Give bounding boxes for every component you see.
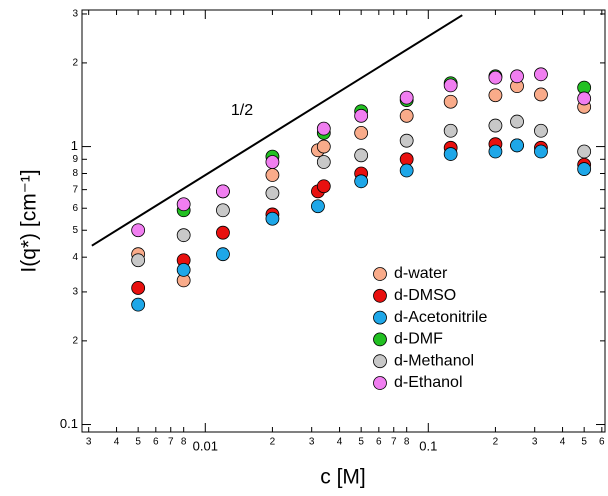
data-point: [443, 147, 458, 161]
x-tick-label: 4: [114, 437, 120, 448]
x-tick-label: 6: [376, 437, 382, 448]
x-tick-label: 3: [532, 437, 538, 448]
data-point: [216, 225, 230, 240]
x-tick-label: 5: [581, 437, 587, 448]
y-tick-label: 8: [72, 168, 78, 179]
legend-marker: [373, 288, 387, 303]
y-tick-label: 7: [72, 184, 78, 195]
legend-marker: [373, 376, 387, 390]
y-tick-label: 2: [72, 58, 78, 69]
data-point: [510, 114, 524, 129]
y-tick-label: 0.1: [60, 416, 78, 431]
data-point: [216, 184, 230, 199]
data-point: [354, 125, 369, 140]
legend-marker: [373, 310, 387, 325]
legend-label: d-Acetonitrile: [394, 309, 487, 326]
plot-frame: [81, 9, 606, 433]
data-point: [176, 197, 191, 212]
x-tick-label: 8: [404, 437, 410, 448]
data-point: [399, 90, 414, 105]
y-tick-label: 4: [72, 252, 78, 263]
legend-marker: [373, 267, 387, 281]
data-point: [488, 88, 503, 103]
x-tick-label: 0.1: [419, 438, 437, 453]
x-tick-label: 6: [599, 437, 605, 448]
data-point: [265, 211, 280, 226]
data-point: [216, 203, 230, 218]
data-point: [443, 94, 458, 109]
legend-label: d-Ethanol: [394, 374, 463, 391]
data-point: [488, 118, 503, 133]
data-point: [316, 155, 331, 169]
legend-label: d-DMSO: [394, 287, 456, 304]
data-point: [577, 144, 592, 159]
slope-line: [91, 14, 463, 247]
x-tick-label: 3: [86, 437, 92, 448]
y-tick-label: 6: [72, 203, 78, 214]
data-point: [534, 87, 548, 102]
x-tick-label: 4: [337, 437, 343, 448]
y-tick-label: 3: [72, 9, 78, 20]
y-tick-label: 3: [72, 287, 78, 298]
data-point: [399, 163, 414, 178]
y-tick-label: 9: [72, 154, 78, 165]
data-point: [577, 162, 592, 176]
legend-label: d-Methanol: [394, 352, 474, 369]
x-tick-label: 4: [560, 437, 566, 448]
data-point: [354, 148, 369, 163]
x-tick-label: 0.01: [193, 438, 218, 453]
data-point: [316, 139, 331, 154]
slope-label: 1/2: [231, 102, 253, 119]
data-point: [311, 199, 325, 214]
data-point: [534, 67, 548, 82]
data-point: [510, 138, 524, 153]
legend-label: d-water: [394, 265, 448, 282]
y-tick-label: 1: [71, 138, 78, 153]
data-point: [577, 91, 592, 106]
data-point: [488, 144, 503, 159]
y-axis-label: I(q*) [cm⁻¹]: [18, 169, 41, 272]
data-point: [265, 155, 280, 169]
x-tick-label: 7: [391, 437, 397, 448]
data-point: [488, 70, 503, 85]
x-tick-label: 5: [358, 437, 364, 448]
data-point: [354, 108, 369, 123]
x-tick-label: 3: [309, 437, 315, 448]
data-point: [176, 263, 191, 277]
data-point: [176, 228, 191, 243]
data-point: [131, 281, 146, 295]
legend-label: d-DMF: [394, 331, 443, 348]
data-point: [354, 174, 369, 189]
y-tick-label: 2: [72, 335, 78, 346]
data-point: [316, 179, 331, 194]
data-point: [534, 144, 548, 159]
data-point: [265, 168, 280, 182]
y-tick-label: 5: [72, 225, 78, 236]
data-point: [216, 247, 230, 262]
data-point: [265, 186, 280, 201]
data-point: [399, 108, 414, 123]
data-point: [316, 121, 331, 136]
x-tick-label: 2: [493, 437, 499, 448]
data-point: [131, 223, 146, 238]
legend-marker: [373, 332, 387, 347]
legend-marker: [373, 354, 387, 369]
x-tick-label: 8: [181, 437, 187, 448]
data-point: [131, 253, 146, 268]
data-point: [399, 133, 414, 148]
data-point: [443, 78, 458, 93]
data-point: [534, 123, 548, 138]
x-tick-label: 5: [135, 437, 141, 448]
x-tick-label: 6: [153, 437, 159, 448]
data-point: [510, 69, 524, 84]
x-axis-label: c [M]: [320, 466, 366, 489]
data-point: [131, 297, 146, 312]
data-point: [443, 123, 458, 138]
x-tick-label: 7: [168, 437, 174, 448]
x-tick-label: 2: [270, 437, 276, 448]
